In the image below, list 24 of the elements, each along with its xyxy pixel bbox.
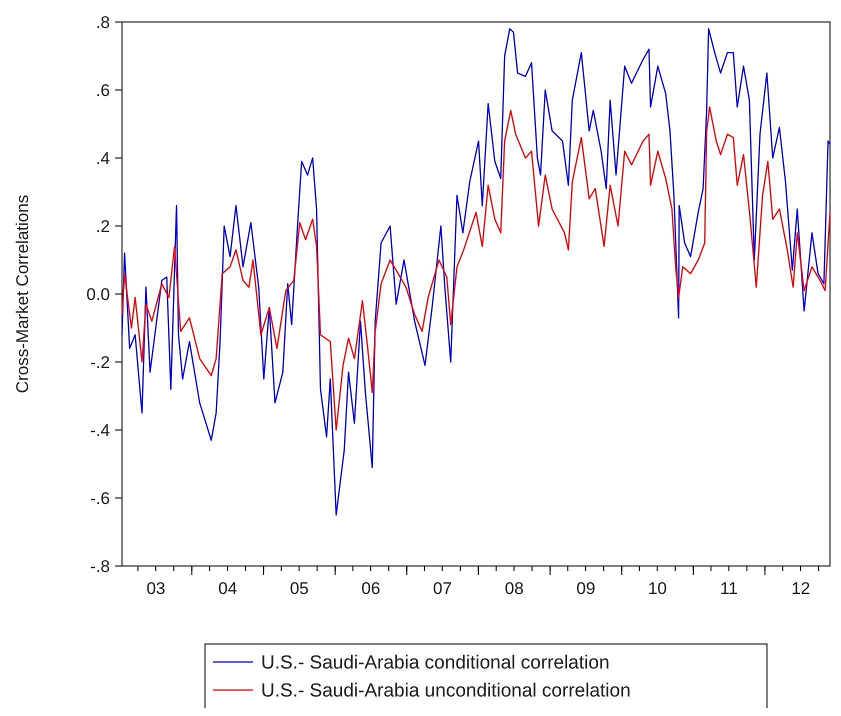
legend-label: U.S.- Saudi-Arabia conditional correlation <box>261 652 610 674</box>
line-series <box>121 28 831 516</box>
x-tick-label: 09 <box>576 579 596 598</box>
line-series <box>121 106 831 431</box>
y-tick-label: -.8 <box>90 556 110 576</box>
y-tick-label: -.2 <box>90 352 110 372</box>
x-tick-label: 06 <box>361 579 380 598</box>
x-tick-label: 05 <box>290 579 309 598</box>
x-tick-label: 10 <box>648 579 667 598</box>
x-tick-label: 12 <box>791 579 810 598</box>
y-tick-label: -.4 <box>90 420 110 440</box>
y-axis-title: Cross-Market Correlations <box>12 194 32 394</box>
x-tick-label: 08 <box>504 579 524 598</box>
x-tick-label: 03 <box>146 579 166 598</box>
y-tick-label: -.6 <box>90 488 110 508</box>
y-tick-label: .4 <box>96 148 110 168</box>
y-tick-label: .2 <box>96 216 110 236</box>
y-tick-label: .8 <box>96 12 110 32</box>
y-tick-label: .6 <box>96 80 110 100</box>
legend-label: U.S.- Saudi-Arabia unconditional correlation <box>261 680 631 702</box>
y-tick-label: 0.0 <box>86 284 110 304</box>
x-tick-label: 11 <box>720 579 738 598</box>
x-tick-label: 04 <box>218 579 238 598</box>
x-tick-label: 07 <box>433 579 452 598</box>
